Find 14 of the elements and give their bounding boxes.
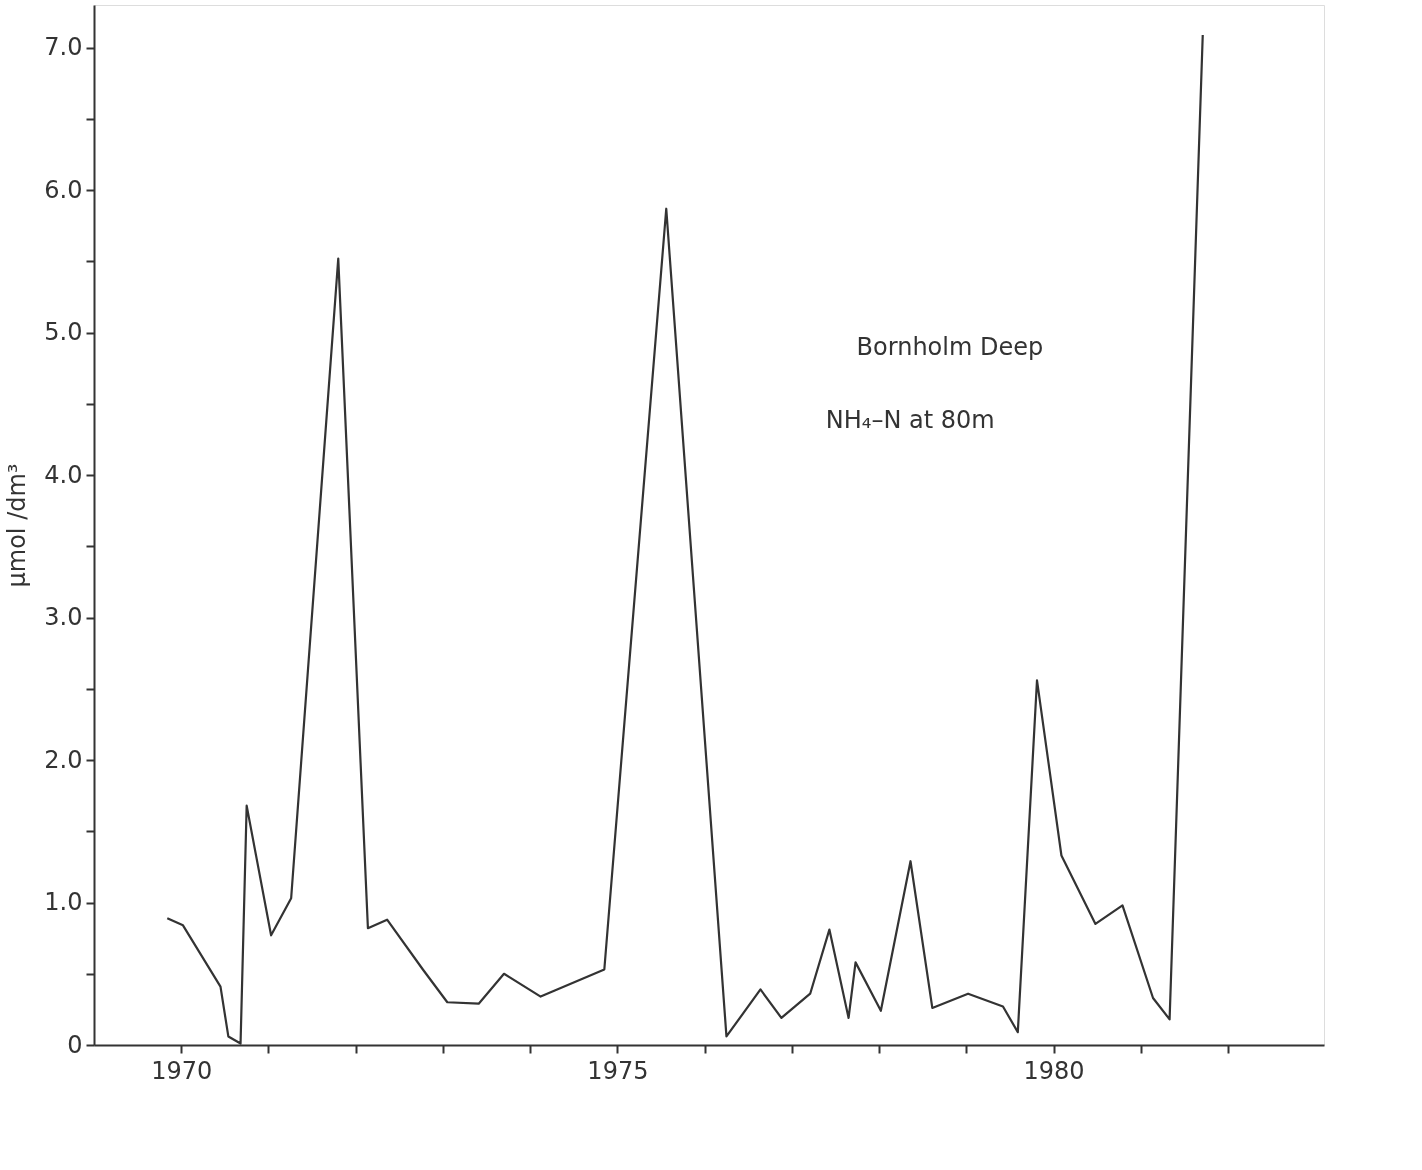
y-axis-title: μmol /dm³ (3, 463, 32, 588)
x-tick-label: 1980 (1023, 1056, 1085, 1085)
y-tick-label: 5.0 (44, 318, 83, 347)
annotation: NH₄–N at 80m (825, 406, 995, 434)
y-tick-label: 7.0 (44, 33, 83, 62)
y-tick-label: 3.0 (44, 603, 83, 632)
y-tick-label: 4.0 (44, 460, 83, 489)
y-tick-label: 1.0 (44, 888, 83, 917)
annotation: Bornholm Deep (856, 333, 1044, 362)
y-tick-label: 2.0 (44, 745, 83, 774)
x-tick-label: 1975 (587, 1056, 649, 1085)
x-tick-label: 1970 (151, 1056, 213, 1085)
y-tick-label: 0 (67, 1030, 83, 1059)
y-tick-label: 6.0 (44, 175, 83, 204)
